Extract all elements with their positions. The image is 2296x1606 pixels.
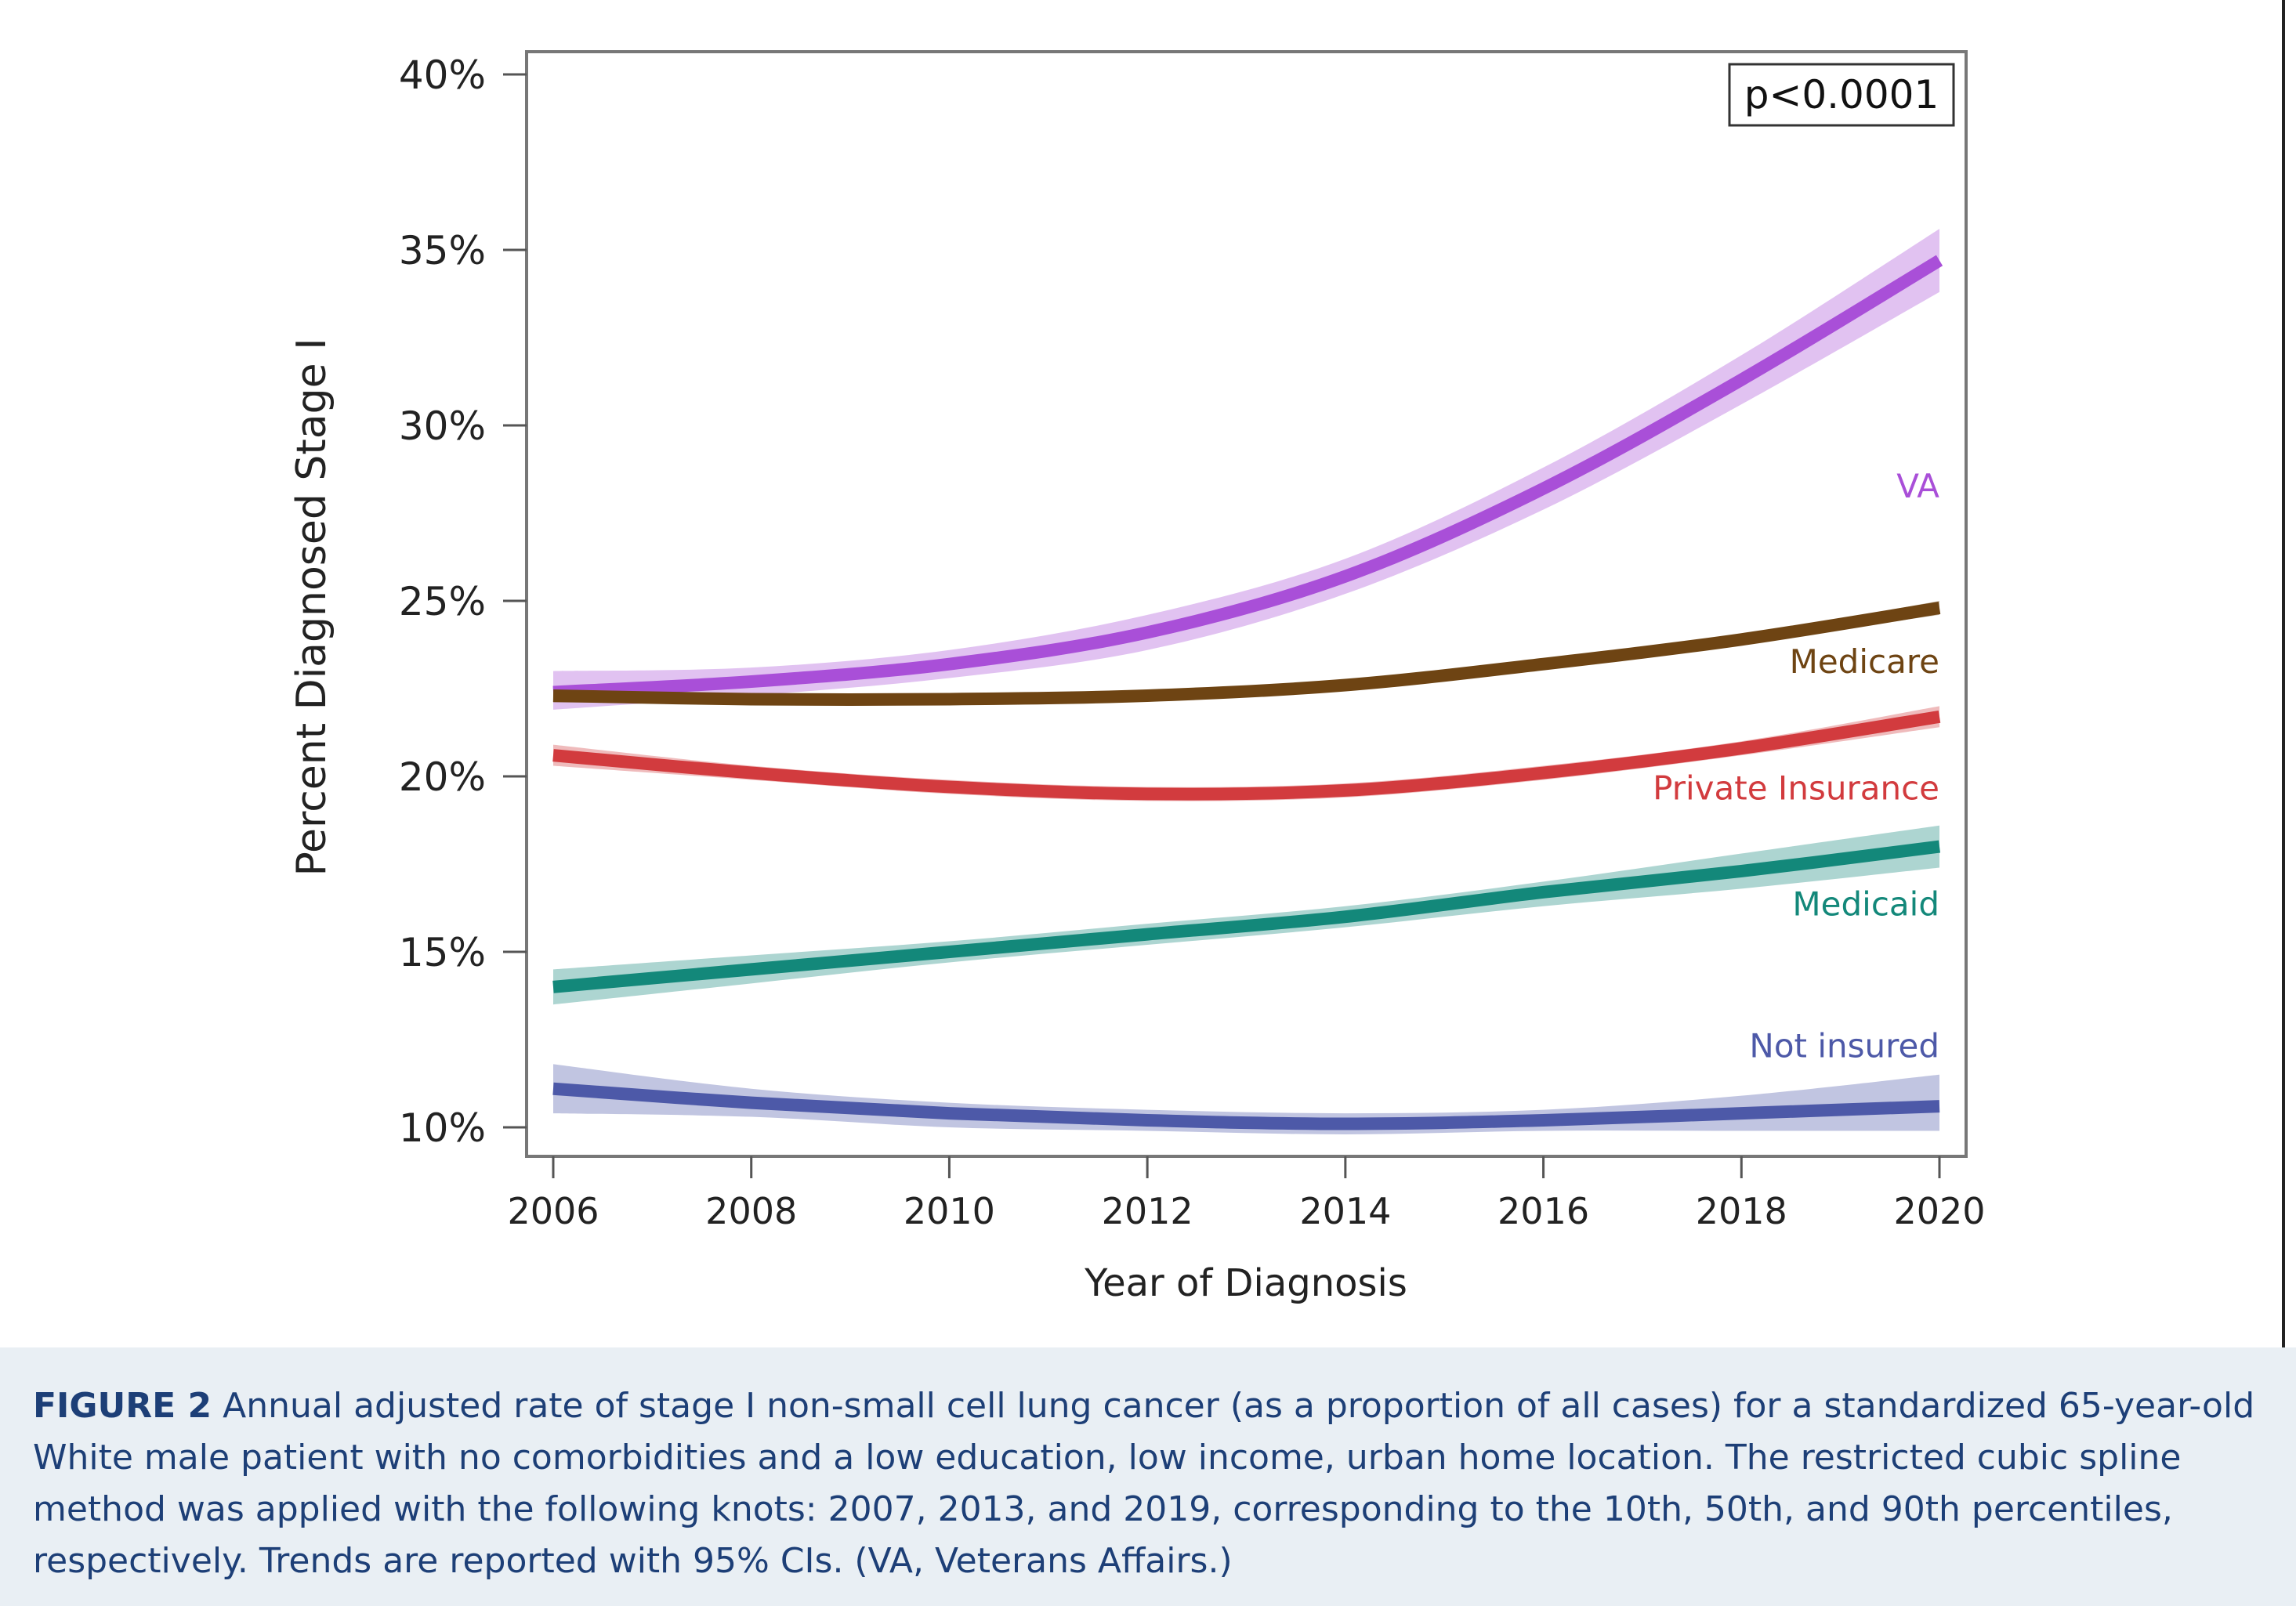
private-insurance-ci-band xyxy=(553,706,1939,801)
medicare-label: Medicare xyxy=(1790,642,1939,681)
x-tick-label: 2020 xyxy=(1893,1190,1985,1232)
y-tick-label: 10% xyxy=(399,1105,486,1151)
x-tick-label: 2010 xyxy=(904,1190,995,1232)
private-insurance-label: Private Insurance xyxy=(1653,769,1939,807)
plot-frame xyxy=(525,50,1968,1158)
caption-label: FIGURE 2 xyxy=(33,1386,212,1426)
x-tick-label: 2012 xyxy=(1102,1190,1193,1232)
medicaid-ci-band xyxy=(553,825,1939,1005)
y-axis-label: Percent Diagnosed Stage I xyxy=(288,338,335,876)
not-insured-label: Not insured xyxy=(1749,1027,1939,1065)
not-insured-line xyxy=(552,1082,1940,1130)
y-tick-label: 15% xyxy=(399,930,486,975)
x-axis-label: Year of Diagnosis xyxy=(1084,1261,1407,1305)
medicaid-line xyxy=(552,840,1940,993)
caption-paragraph: FIGURE 2 Annual adjusted rate of stage I… xyxy=(33,1380,2263,1587)
x-tick-label: 2008 xyxy=(705,1190,797,1232)
x-tick-label: 2018 xyxy=(1696,1190,1787,1232)
y-tick-label: 30% xyxy=(399,403,486,449)
medicaid-label: Medicaid xyxy=(1792,884,1939,923)
series-lines xyxy=(552,255,1943,1130)
x-tick-label: 2016 xyxy=(1497,1190,1589,1232)
y-axis: 10% 15% 20% 25% 30% 35% 40% xyxy=(399,52,527,1151)
caption-body: Annual adjusted rate of stage I non-smal… xyxy=(33,1386,2255,1581)
figure-caption: FIGURE 2 Annual adjusted rate of stage I… xyxy=(0,1347,2296,1606)
page-edge-rule xyxy=(2282,0,2285,1347)
x-tick-label: 2006 xyxy=(507,1190,599,1232)
x-tick-label: 2014 xyxy=(1299,1190,1391,1232)
p-value-annotation: p<0.0001 xyxy=(1744,72,1939,118)
va-line xyxy=(552,255,1943,699)
chart: 10%15%20%25%30%35%40% 2006 2008 2010 2012 20… xyxy=(288,50,1986,1305)
va-label: VA xyxy=(1896,467,1939,505)
x-axis: 2006 2008 2010 2012 2014 2016 2018 2020 xyxy=(507,1156,1986,1232)
y-tick-label: 40% xyxy=(399,52,486,98)
y-tick-label: 25% xyxy=(399,579,486,624)
private-insurance-line xyxy=(552,710,1941,801)
y-tick-label: 35% xyxy=(399,228,486,273)
series-labels: VA Medicare Private Insurance Medicaid Not i… xyxy=(1653,467,1939,1065)
medicare-line xyxy=(552,602,1941,707)
y-tick-label: 20% xyxy=(399,754,486,800)
p-value-box xyxy=(1728,63,1955,127)
